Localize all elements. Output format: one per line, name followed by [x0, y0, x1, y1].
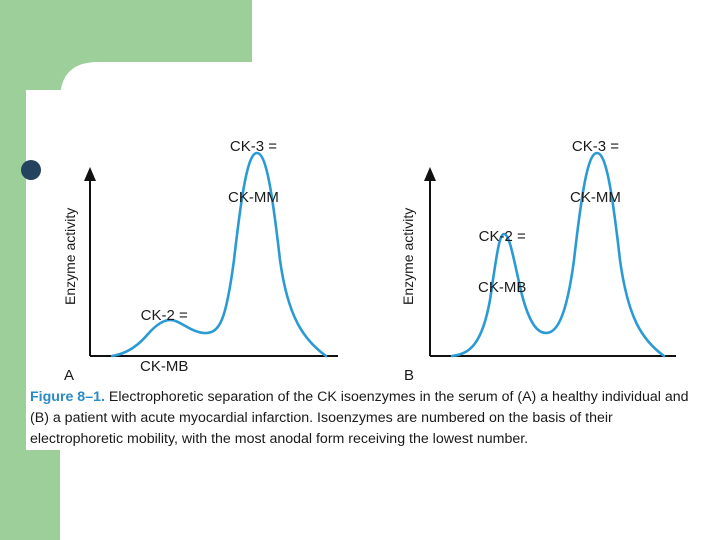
caption-text: Electrophoretic separation of the CK iso… [30, 389, 689, 447]
bullet-dot [21, 160, 41, 180]
white-inset [26, 90, 66, 450]
panel-b-ckmb-line2: CK-MB [478, 279, 527, 296]
panel-a-y-arrow [84, 167, 96, 181]
white-content-card [60, 62, 720, 540]
figure-caption: Figure 8–1. Electrophoretic separation o… [30, 387, 700, 450]
figure-number: Figure 8–1. [30, 389, 105, 405]
panel-b-ckmb-label: CK-2 = CK-MB [478, 194, 526, 313]
panel-a-ckmb-line2: CK-MB [140, 358, 189, 375]
panel-a-ckmb-line1: CK-2 = [140, 307, 188, 324]
panel-a-ckmm-label: CK-3 = CK-MM [228, 104, 279, 223]
panel-b-ckmm-label: CK-3 = CK-MM [570, 104, 621, 223]
panel-a-letter: A [64, 367, 75, 384]
panel-b-y-axis-label: Enzyme activity [400, 207, 416, 305]
panel-b-curve [450, 151, 666, 358]
panel-b-ckmm-line2: CK-MM [570, 189, 621, 206]
panel-a-curve [110, 151, 328, 358]
panel-a-ckmm-line1: CK-3 = [229, 138, 277, 155]
panel-b-letter: B [404, 367, 415, 384]
panel-b-ckmb-line1: CK-2 = [478, 228, 526, 245]
panel-a-ckmb-label: CK-2 = CK-MB [140, 273, 188, 392]
panel-a-axes [84, 167, 338, 357]
panel-a-ckmm-line2: CK-MM [228, 189, 279, 206]
panel-b-ckmm-line1: CK-3 = [571, 138, 619, 155]
panel-b-y-arrow [424, 167, 436, 181]
panel-a-y-axis-label: Enzyme activity [62, 207, 78, 305]
panel-b-axes [424, 167, 676, 357]
